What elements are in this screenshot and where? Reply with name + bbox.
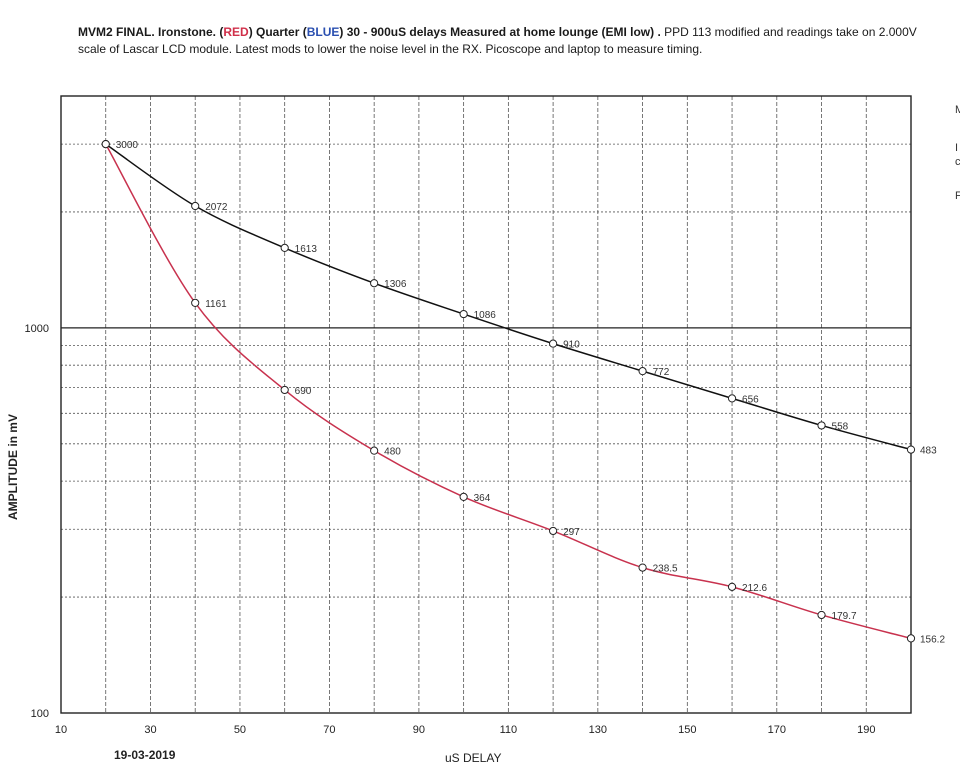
x-tick-label: 150	[678, 724, 696, 736]
data-label: 910	[563, 340, 580, 351]
chart-point-labels: 3000 2072 1613 1306 1086 910 772 656 558 483 1161 6…	[116, 140, 946, 645]
side-note: I	[955, 142, 959, 154]
data-label: 364	[474, 493, 491, 504]
data-point	[191, 298, 200, 308]
data-point	[549, 339, 558, 348]
data-point	[817, 421, 826, 430]
data-label: 483	[920, 446, 937, 457]
data-label: 1306	[384, 279, 407, 290]
data-point	[459, 492, 468, 502]
series-line	[105, 143, 912, 640]
data-label: 179.7	[832, 611, 857, 622]
x-tick-label: 190	[857, 724, 875, 736]
x-tick-label: 70	[323, 724, 335, 736]
data-label: 297	[563, 527, 580, 538]
data-label: 558	[832, 421, 849, 432]
x-axis-label: uS DELAY	[445, 751, 502, 765]
data-point	[817, 610, 826, 620]
x-tick-label: 10	[55, 724, 67, 736]
chart-axes: 10 30 50 70 90 110 130 150 170 190 100 1000	[25, 95, 912, 736]
data-point	[727, 394, 737, 403]
data-label: 772	[653, 367, 670, 378]
x-tick-label: 90	[413, 724, 425, 736]
title-part-3: ) 30 - 900uS delays Measured at home lou…	[339, 25, 665, 39]
data-point	[549, 526, 558, 536]
y-tick-label: 1000	[25, 323, 49, 335]
side-note: M	[955, 104, 960, 116]
data-label: 1613	[295, 244, 318, 255]
plot-frame	[60, 95, 912, 714]
chart-grid	[61, 96, 911, 713]
y-axis-label: AMPLITUDE in mV	[6, 414, 20, 521]
data-label: 1086	[474, 310, 497, 321]
data-point	[370, 279, 379, 288]
data-label: 690	[295, 386, 312, 397]
chart-series	[101, 140, 916, 643]
x-tick-label: 110	[500, 724, 518, 736]
data-label: 2072	[205, 202, 228, 213]
y-tick-label: 100	[31, 708, 49, 720]
title-part-4: PPD 113 modified and readings take on 2.…	[78, 25, 917, 56]
data-point	[638, 367, 647, 376]
data-label: 1161	[205, 299, 227, 310]
data-point	[280, 385, 289, 395]
chart-date: 19-03-2019	[114, 748, 176, 762]
data-point	[906, 634, 916, 643]
chart-title: MVM2 FINAL. Ironstone. (RED) Quarter (BL…	[78, 24, 948, 58]
x-tick-label: 50	[234, 724, 246, 736]
x-tick-label: 30	[144, 724, 156, 736]
data-point	[727, 582, 737, 591]
data-label: 3000	[116, 140, 139, 151]
x-tick-label: 170	[768, 724, 786, 736]
data-point	[459, 309, 468, 319]
data-label: 656	[742, 394, 759, 405]
data-point	[638, 563, 647, 572]
series-line	[105, 143, 912, 451]
data-label: 238.5	[653, 564, 678, 575]
data-point	[101, 140, 110, 149]
title-part-1: MVM2 FINAL. Ironstone. (	[78, 25, 224, 39]
data-point	[280, 243, 289, 253]
side-note: F	[955, 190, 960, 202]
data-point	[191, 201, 200, 211]
x-tick-label: 130	[589, 724, 607, 736]
data-point	[370, 446, 379, 455]
data-point	[906, 445, 916, 454]
data-label: 156.2	[920, 634, 945, 645]
title-red-word: RED	[223, 25, 249, 39]
data-label: 212.6	[742, 583, 767, 594]
title-part-2: ) Quarter (	[248, 25, 307, 39]
title-blue-word: BLUE	[306, 25, 340, 39]
side-note: c	[955, 156, 960, 168]
data-label: 480	[384, 447, 401, 458]
